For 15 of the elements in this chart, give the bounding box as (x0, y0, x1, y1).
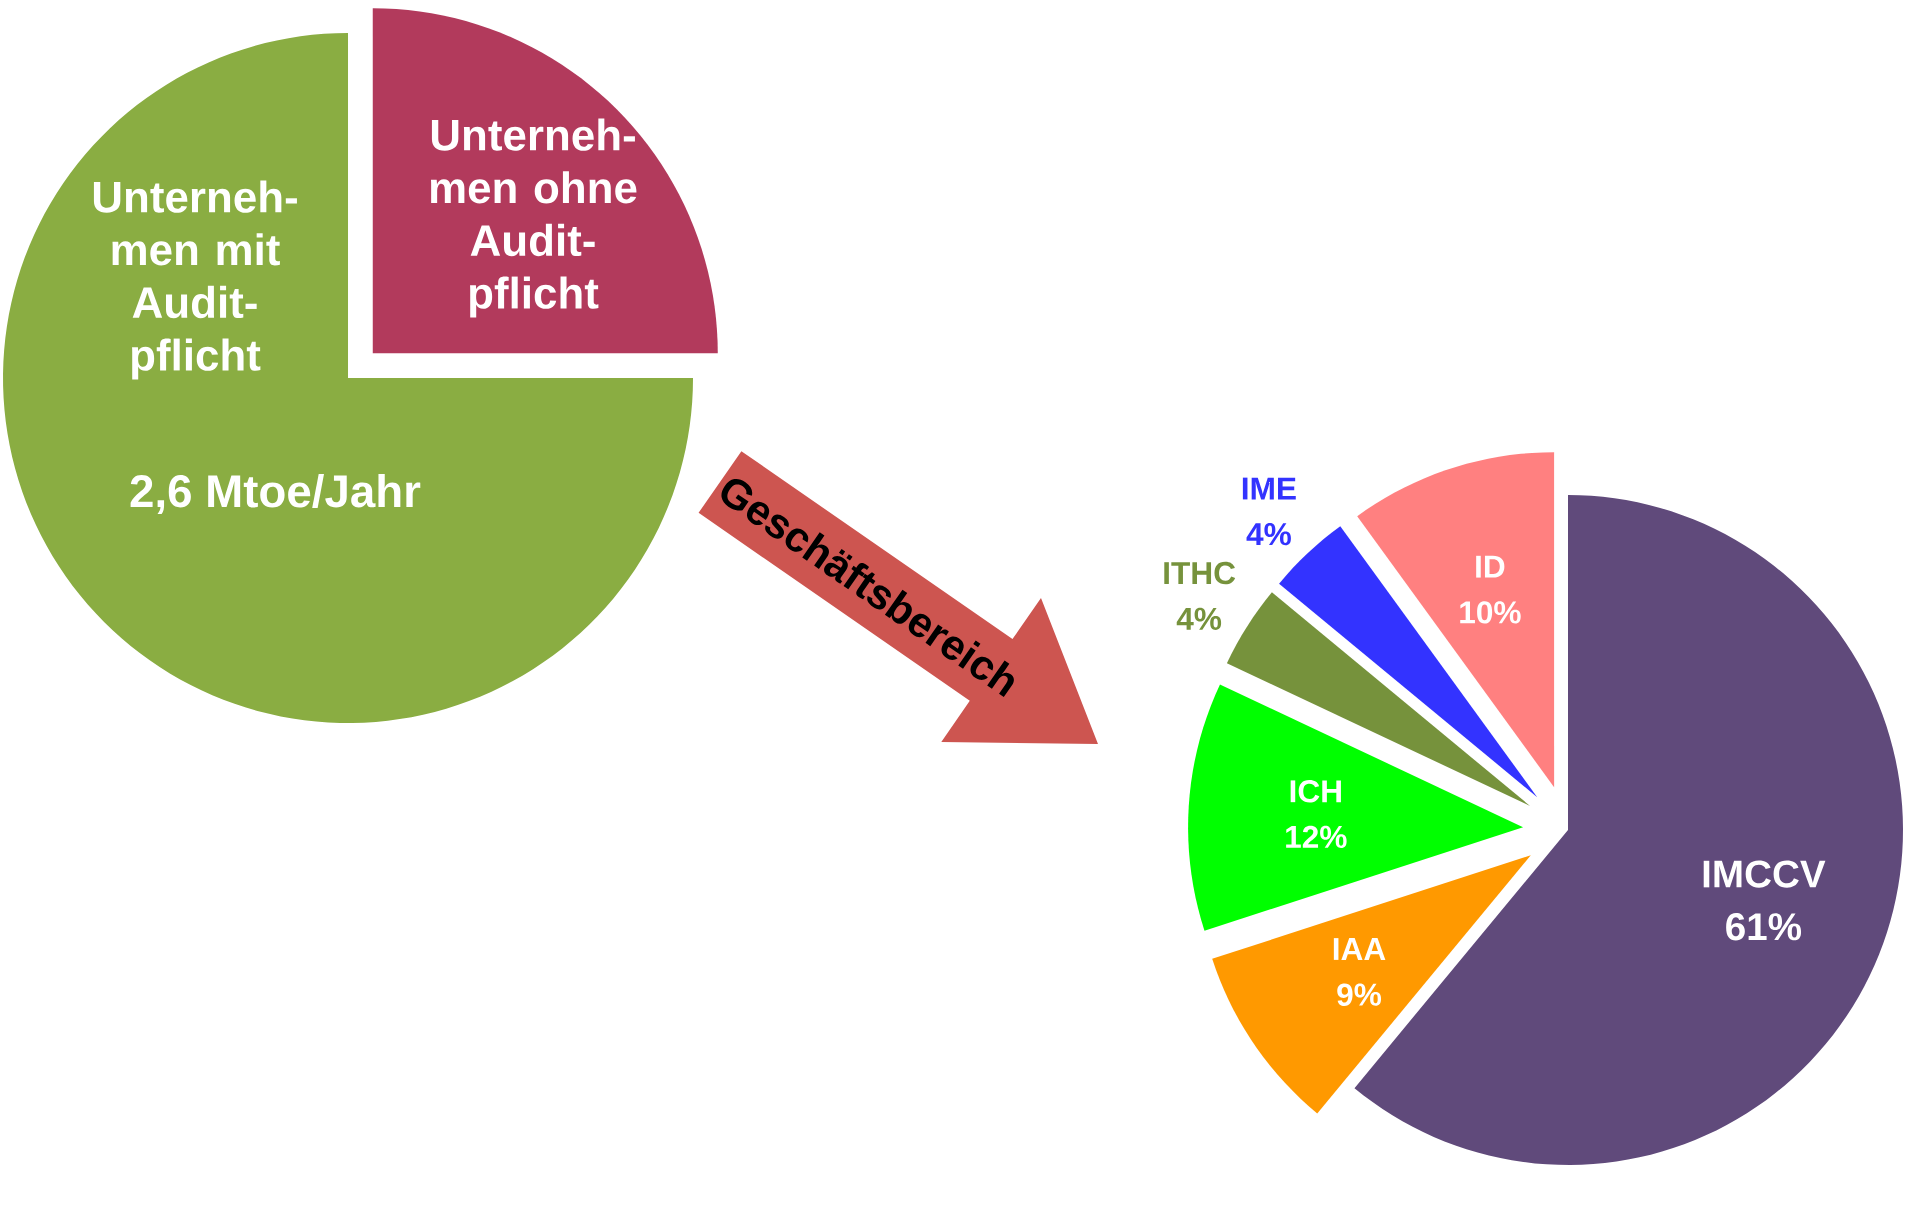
data-label: 61% (1726, 913, 1802, 941)
slice-label: Unterneh-men mit Audit-pflicht (93, 180, 297, 380)
data-label: 10% (1460, 601, 1521, 624)
slice-label: IMCCV (1703, 860, 1826, 888)
text: 2,6 Mtoe/Jahr (130, 473, 421, 515)
data-label: 12% (1286, 825, 1347, 849)
data-label: 9% (1337, 983, 1382, 1006)
slice-label: ICH (1290, 780, 1341, 803)
slice-label: ID (1476, 555, 1505, 578)
data-label: 4% (1246, 523, 1291, 546)
data-label: 4% (1176, 607, 1222, 630)
slice-label: Unterneh-men ohne Audit-pflicht (430, 118, 637, 318)
slice-label: IAA (1333, 938, 1386, 960)
slice-label: ITHC (1164, 561, 1236, 585)
slice-label: IME (1242, 477, 1296, 500)
